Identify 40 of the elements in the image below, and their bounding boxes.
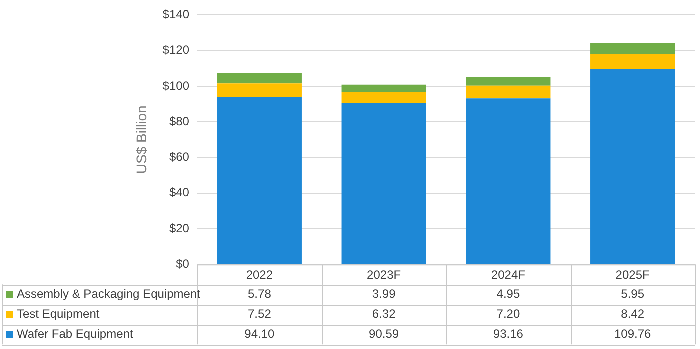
- x-tick-label: 2025F: [616, 268, 650, 282]
- x-tick-label: 2024F: [491, 268, 526, 282]
- data-label: 4.95: [496, 286, 520, 301]
- data-label: 94.10: [244, 326, 276, 341]
- data-label: 5.95: [621, 286, 645, 301]
- bar: [217, 84, 302, 97]
- y-tick-label: $20: [169, 221, 190, 236]
- bar: [466, 98, 551, 264]
- data-label: 109.76: [614, 326, 652, 341]
- y-tick-label: $120: [162, 43, 190, 58]
- data-label: 90.59: [369, 326, 400, 341]
- legend-label: Test Equipment: [17, 306, 100, 321]
- data-label: 6.32: [372, 306, 396, 321]
- data-label: 7.52: [248, 306, 272, 321]
- y-tick-label: $100: [162, 78, 190, 93]
- data-label: 7.20: [496, 306, 520, 321]
- y-axis-title: US$ Billion: [133, 106, 150, 174]
- x-tick-label: 2022: [246, 268, 274, 282]
- bar: [590, 54, 676, 70]
- y-tick-label: $0: [176, 256, 190, 271]
- legend-label: Wafer Fab Equipment: [17, 326, 134, 341]
- data-label: 93.16: [493, 326, 524, 341]
- data-label: 3.99: [372, 286, 396, 301]
- bar: [590, 43, 676, 54]
- bar: [466, 77, 551, 86]
- bar: [342, 92, 426, 104]
- bar: [217, 96, 302, 264]
- y-tick-label: $80: [169, 114, 190, 128]
- y-tick-label: $140: [162, 8, 190, 22]
- bar: [590, 69, 676, 264]
- bar: [466, 86, 551, 99]
- x-tick-label: 2023F: [367, 268, 402, 282]
- y-tick-label: $40: [169, 186, 190, 200]
- data-label: 8.42: [621, 306, 645, 321]
- legend-label: Assembly & Packaging Equipment: [17, 286, 202, 301]
- bar: [217, 73, 302, 84]
- data-label: 5.78: [248, 286, 272, 301]
- bar: [342, 84, 426, 92]
- y-tick-label: $60: [169, 150, 190, 164]
- bar: [342, 103, 426, 264]
